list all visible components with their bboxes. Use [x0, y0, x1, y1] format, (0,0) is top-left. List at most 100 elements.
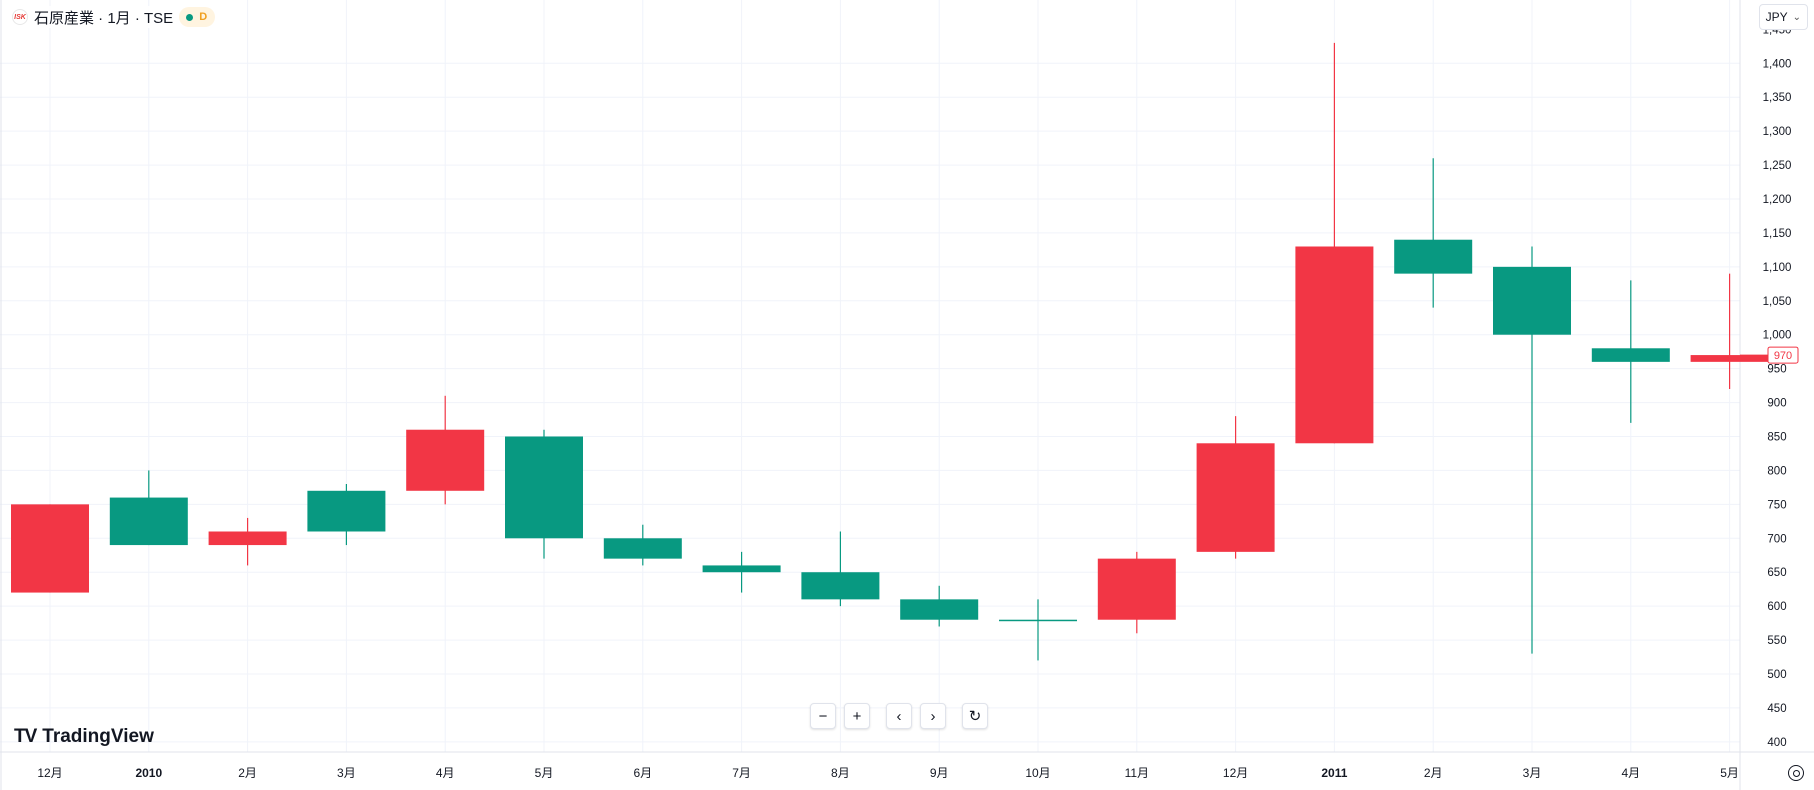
price-tick-label: 950 [1767, 364, 1786, 376]
candle-body [505, 436, 583, 539]
company-logo-icon: ISK [12, 9, 28, 25]
price-tick-label: 1,300 [1763, 126, 1792, 138]
chart-header: ISK 石原産業 · 1月 · TSE D [12, 6, 222, 28]
price-tick-label: 1,150 [1763, 228, 1792, 240]
zoom-out-button[interactable]: − [810, 703, 836, 729]
candle-body [702, 565, 781, 573]
settings-icon[interactable] [1788, 765, 1804, 781]
candle-body [1493, 266, 1571, 335]
time-tick-label: 4月 [436, 766, 455, 780]
scroll-left-button[interactable]: ‹ [886, 703, 912, 729]
zoom-in-button[interactable]: + [844, 703, 870, 729]
price-tick-label: 700 [1767, 533, 1786, 545]
candle-body [109, 497, 188, 546]
candle-down [1097, 551, 1176, 634]
candle-down [1295, 42, 1374, 444]
candle-down [1690, 273, 1769, 389]
candle-up [603, 524, 682, 566]
price-tick-label: 1,100 [1763, 262, 1792, 274]
candle-up [1394, 158, 1473, 308]
price-tick-label: 750 [1767, 499, 1786, 511]
candle-down [406, 395, 485, 505]
candle-down [1196, 416, 1275, 559]
candle-up [109, 470, 188, 546]
candle-up [900, 585, 979, 627]
candle-body [999, 619, 1077, 622]
chart-nav-controls: − + ‹ › ↻ [810, 703, 988, 729]
candle-up [307, 484, 386, 546]
time-tick-label: 9月 [930, 766, 949, 780]
symbol-title[interactable]: 石原産業 · 1月 · TSE [34, 9, 174, 27]
time-tick-label: 2月 [1424, 766, 1443, 780]
time-tick-label: 10月 [1025, 766, 1050, 780]
candle-up [801, 531, 880, 607]
candle-body [1295, 246, 1374, 444]
candle-body [1591, 348, 1670, 362]
time-axis: 12月 2010 2月 3月 4月 5月 6月 7月 8月 9月 10月 11月 12月 2011 2月 3月… [37, 766, 1739, 780]
market-open-dot-icon [186, 13, 194, 21]
price-tick-label: 900 [1767, 398, 1786, 410]
price-tick-label: 1,250 [1763, 160, 1792, 172]
candle-up [1493, 246, 1571, 654]
time-tick-label: 3月 [337, 766, 356, 780]
last-price-box [1767, 346, 1799, 364]
scroll-right-button[interactable]: › [920, 703, 946, 729]
candle-body [1690, 355, 1769, 362]
market-status-badge[interactable]: D [179, 7, 216, 27]
candle-up [1591, 280, 1670, 423]
last-price-label: 970 [1774, 350, 1792, 362]
delayed-data-label: D [199, 11, 208, 23]
candle-down [208, 517, 287, 566]
candle-body [208, 531, 287, 546]
currency-selector[interactable]: JPY ⌄ [1758, 4, 1808, 30]
time-tick-label: 6月 [633, 766, 652, 780]
price-tick-label: 600 [1767, 601, 1786, 613]
chevron-down-icon: ⌄ [1792, 11, 1801, 23]
grid-lines [0, 0, 1740, 752]
price-tick-label: 1,400 [1763, 58, 1792, 70]
time-tick-label: 12月 [37, 766, 62, 780]
candle-body [307, 490, 386, 532]
candle-body [1394, 239, 1473, 274]
time-tick-label: 4月 [1621, 766, 1640, 780]
price-tick-label: 850 [1767, 432, 1786, 444]
time-tick-label: 2010 [135, 766, 162, 780]
time-tick-label: 2月 [238, 766, 257, 780]
price-tick-label: 450 [1767, 703, 1786, 715]
candle-body [1196, 443, 1275, 552]
candle-up [505, 429, 583, 559]
candle-body [11, 504, 89, 593]
candle-body [1097, 558, 1176, 620]
time-tick-label: 8月 [831, 766, 850, 780]
candle-down [11, 504, 89, 593]
tradingview-wordmark: TradingView [42, 726, 154, 747]
price-tick-label: 550 [1767, 635, 1786, 647]
price-tick-label: 500 [1767, 669, 1786, 681]
price-tick-label: 1,350 [1763, 92, 1792, 104]
price-tick-label: 1,200 [1763, 194, 1792, 206]
time-tick-label: 5月 [1720, 766, 1739, 780]
time-tick-label: 2011 [1321, 766, 1347, 780]
price-tick-label: 400 [1767, 737, 1786, 749]
time-tick-label: 12月 [1223, 766, 1248, 780]
tradingview-mark-icon: TV [14, 726, 37, 747]
reset-chart-button[interactable]: ↻ [962, 703, 988, 729]
tradingview-logo[interactable]: TV TradingView [14, 726, 154, 748]
candle-up [999, 599, 1077, 661]
candle-up [702, 551, 781, 593]
price-tick-label: 1,050 [1763, 296, 1792, 308]
time-tick-label: 11月 [1125, 766, 1149, 780]
candles [11, 42, 1769, 661]
price-tick-label: 650 [1767, 567, 1786, 579]
price-axis: 400 450 500 550 600 650 700 750 800 850 900 950 1,00… [1763, 24, 1792, 749]
price-tick-label: 1,000 [1763, 330, 1792, 342]
candle-body [900, 599, 979, 620]
candle-body [406, 429, 485, 491]
time-tick-label: 7月 [732, 766, 751, 780]
candle-body [603, 538, 682, 559]
currency-label: JPY [1765, 10, 1788, 24]
price-tick-label: 800 [1767, 465, 1786, 477]
candle-body [801, 572, 880, 600]
time-tick-label: 5月 [535, 766, 554, 780]
